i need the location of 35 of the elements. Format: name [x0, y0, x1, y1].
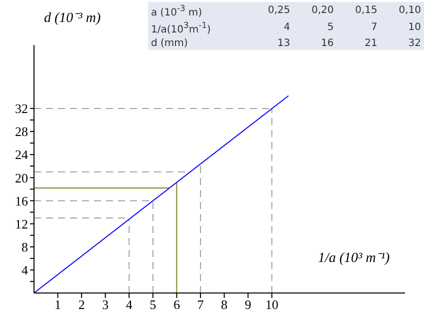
text: 0,20 — [310, 4, 335, 18]
text: 10 — [407, 21, 422, 36]
x-tick-label: 5 — [150, 297, 156, 312]
x-tick-label: 10 — [265, 297, 278, 312]
text: 4 — [282, 21, 292, 36]
x-axis-title: 1/a (10³ m⁻¹) — [318, 251, 390, 266]
y-tick-label: 24 — [15, 147, 28, 162]
annotation: 16 — [320, 36, 335, 50]
text: 32 — [407, 36, 422, 50]
text: 7 — [370, 21, 378, 36]
x-tick-label: 2 — [78, 297, 85, 312]
annotation: d (mm) — [150, 36, 189, 50]
annotation: 13 — [276, 36, 292, 50]
y-tick-label: 28 — [15, 124, 28, 140]
x-tick-label: 9 — [244, 297, 252, 312]
x-tick-label: 1 — [54, 297, 62, 312]
text: 0,10 — [398, 4, 422, 18]
y-tick-label: 16 — [15, 193, 28, 208]
y-axis-title: d (10⁻³ m) — [44, 11, 101, 26]
x-tick-label: 4 — [126, 297, 133, 312]
y-tick-label: 4 — [22, 262, 28, 278]
x-tick-label: 8 — [221, 297, 228, 312]
text: 1/a(10$^{3}$m$^{-1}$) — [150, 19, 212, 37]
x-tick-label: 7 — [197, 297, 204, 312]
y-tick-label: 8 — [22, 239, 28, 254]
text: a (10$^{-3}$ m) — [150, 2, 204, 20]
x-tick-label: 3 — [102, 297, 109, 312]
y-tick-label: 32 — [15, 101, 28, 116]
y-tick-label: 20 — [15, 170, 28, 186]
text: 5 — [326, 21, 335, 36]
x-tick-label: 6 — [173, 297, 180, 312]
text: 0,25 — [266, 4, 292, 18]
y-tick-label: 12 — [15, 216, 28, 232]
annotation: 21 — [364, 36, 378, 50]
text: 0,15 — [354, 4, 378, 18]
